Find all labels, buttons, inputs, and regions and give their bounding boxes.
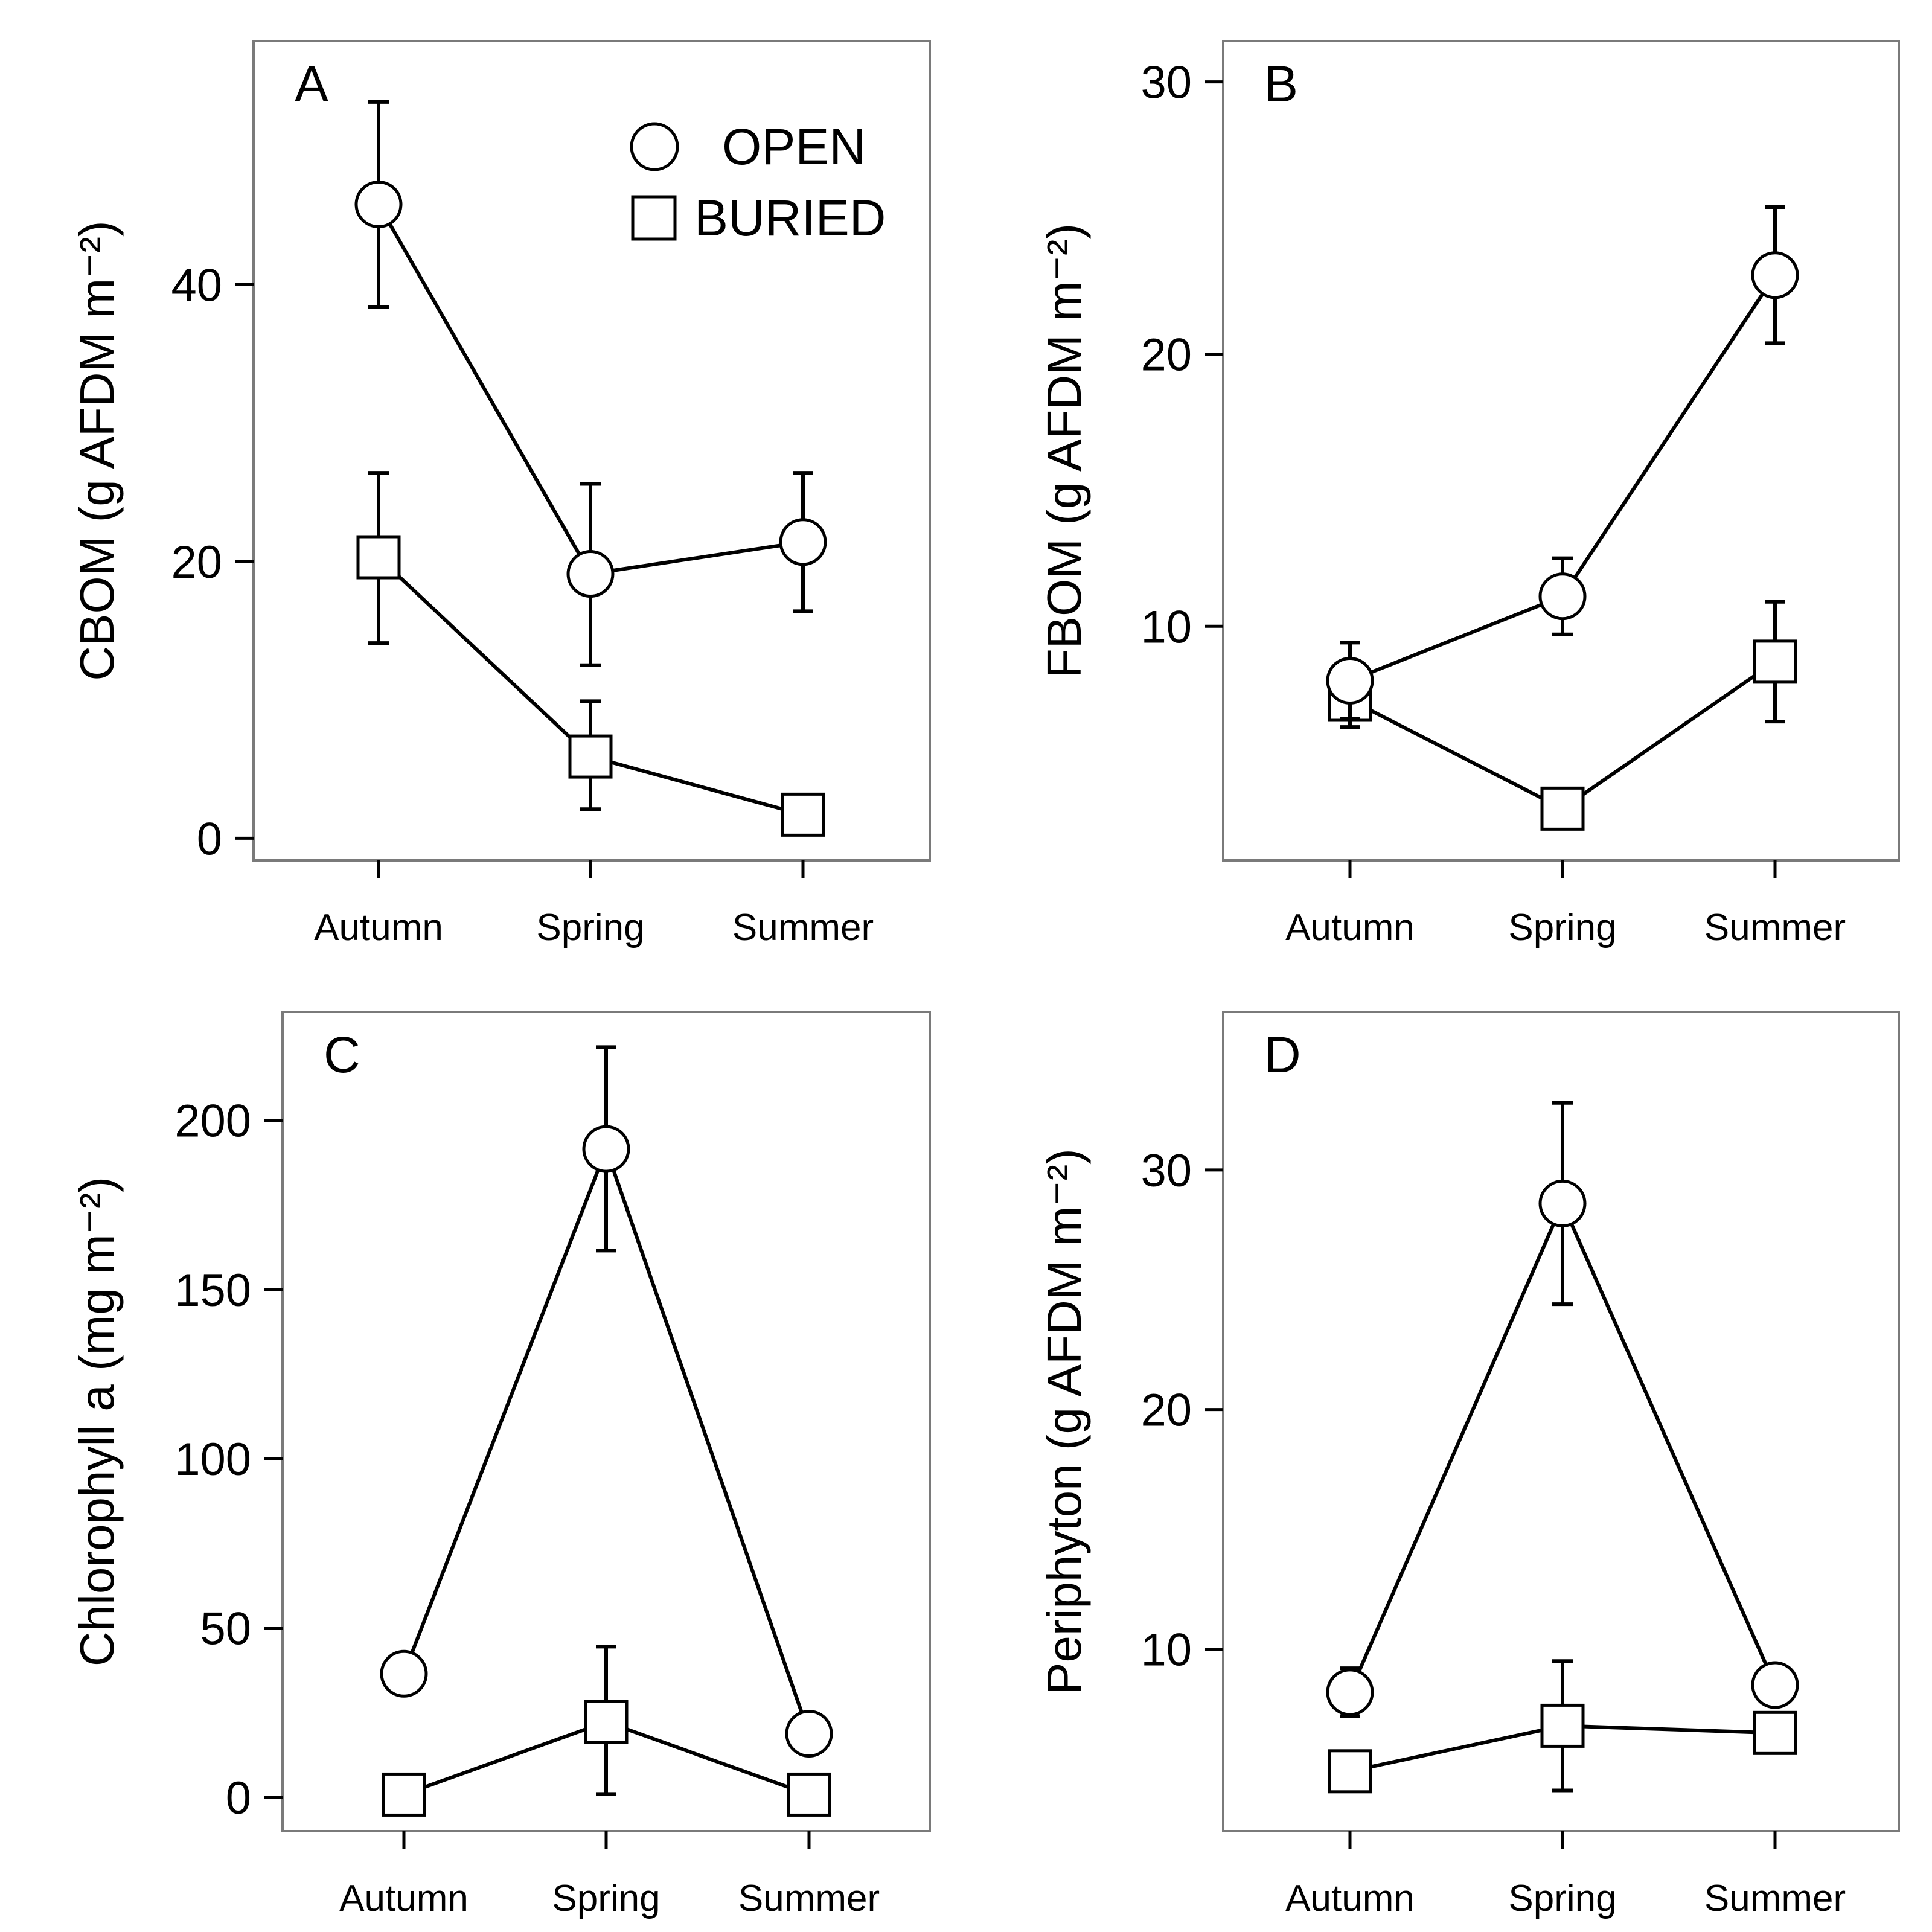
panel-label: B: [1264, 56, 1298, 112]
y-tick-label: 20: [1140, 1385, 1192, 1436]
x-tick-label: Spring: [536, 907, 644, 948]
y-tick-label: 30: [1140, 1145, 1192, 1197]
y-tick-label: 30: [1140, 57, 1192, 109]
y-tick-label: 10: [1140, 1624, 1192, 1675]
y-tick-label: 0: [197, 813, 222, 865]
x-tick-label: Spring: [1508, 907, 1616, 948]
buried-point: [584, 1700, 629, 1744]
buried-point: [781, 792, 825, 837]
buried-point: [1753, 639, 1797, 684]
x-tick-label: Summer: [1704, 907, 1846, 948]
series-buried: [356, 471, 825, 837]
y-tick-label: 10: [1140, 601, 1192, 653]
y-tick-label: 0: [226, 1773, 251, 1824]
panel-label: A: [295, 56, 328, 112]
open-point: [566, 550, 615, 598]
x-tick-label: Spring: [552, 1878, 660, 1919]
panel-b: B 10 20 30 Autumn Spring Summer FBOM (g AFDM m⁻…: [1037, 40, 1900, 948]
panel-a: A 0 20 40 Autumn Spring Summer CBOM (g AFDM m⁻²…: [70, 40, 931, 948]
open-point: [1751, 1661, 1799, 1709]
y-tick-label: 50: [200, 1604, 251, 1655]
open-point: [779, 518, 827, 566]
series-buried: [1328, 1659, 1797, 1794]
x-tick-label: Autumn: [1285, 1878, 1415, 1919]
x-tick-label: Summer: [1704, 1878, 1846, 1919]
y-axis-title: CBOM (g AFDM m⁻²): [70, 220, 124, 680]
buried-point: [1753, 1710, 1797, 1755]
y-tick-label: 20: [1140, 329, 1192, 380]
legend-circle-icon: [630, 122, 679, 171]
x-tick-label: Summer: [732, 907, 874, 948]
buried-point: [1540, 786, 1585, 831]
open-point: [1326, 1668, 1374, 1716]
legend-label-buried: BURIED: [694, 190, 886, 246]
buried-point: [568, 734, 613, 779]
panel-c: C 0 50 100 150 200 Autumn Spring Summer Chlorophy…: [70, 1011, 931, 1919]
x-tick-label: Summer: [738, 1878, 880, 1919]
y-axis-title: Periphyton (g AFDM m⁻²): [1037, 1148, 1091, 1695]
legend: OPEN BURIED: [630, 118, 886, 246]
series-open: [1326, 205, 1799, 721]
open-point: [354, 180, 403, 228]
buried-point: [356, 535, 401, 580]
y-tick-label: 150: [174, 1265, 251, 1316]
x-tick-label: Autumn: [339, 1878, 469, 1919]
open-point: [1538, 1179, 1587, 1227]
open-point: [785, 1710, 833, 1758]
open-point: [380, 1649, 428, 1698]
open-point: [582, 1125, 630, 1173]
y-tick-label: 100: [174, 1434, 251, 1485]
series-open: [354, 100, 827, 667]
y-tick-label: 40: [171, 260, 222, 311]
open-point: [1751, 251, 1799, 299]
y-tick-label: 20: [171, 537, 222, 588]
series-open: [1326, 1101, 1799, 1718]
buried-point: [382, 1772, 426, 1817]
x-tick-label: Autumn: [1285, 907, 1415, 948]
buried-point: [1328, 1749, 1372, 1794]
plot-frame: [1222, 40, 1900, 862]
buried-point: [1540, 1703, 1585, 1748]
panel-label: D: [1264, 1026, 1301, 1083]
x-tick-label: Spring: [1508, 1878, 1616, 1919]
x-tick-label: Autumn: [314, 907, 443, 948]
open-point: [1538, 572, 1587, 621]
open-point: [1326, 656, 1374, 705]
series-open: [380, 1045, 833, 1758]
y-axis-title: FBOM (g AFDM m⁻²): [1037, 223, 1091, 678]
y-tick-label: 200: [174, 1095, 251, 1147]
y-axis-title: Chlorophyll a (mg m⁻²): [70, 1177, 124, 1666]
series-buried: [382, 1645, 831, 1817]
panel-d: D 10 20 30 Autumn Spring Summer Periphyton (g A…: [1037, 1011, 1900, 1919]
panel-label: C: [324, 1026, 360, 1083]
buried-point: [787, 1772, 831, 1817]
legend-label-open: OPEN: [722, 118, 866, 175]
series-line: [1349, 660, 1776, 811]
legend-square-icon: [631, 195, 677, 241]
